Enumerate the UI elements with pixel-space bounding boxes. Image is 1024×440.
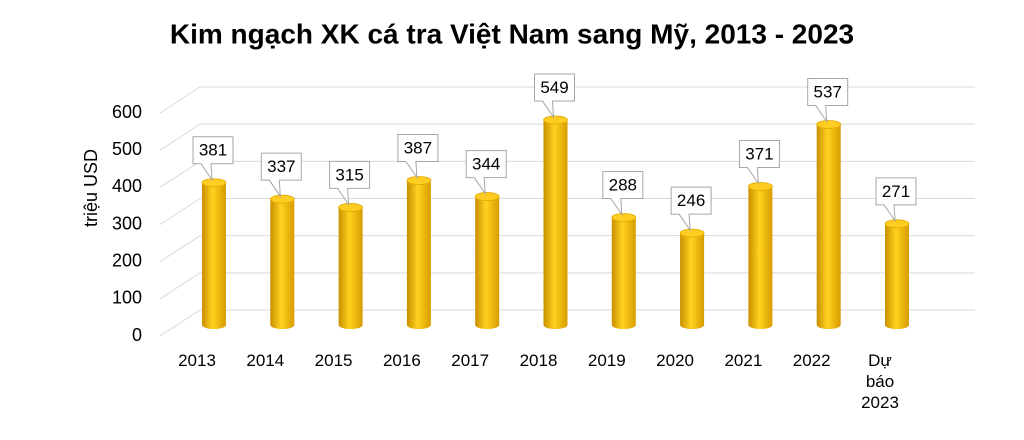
value-callout (534, 73, 575, 119)
y-axis-label: triệu USD (81, 149, 101, 227)
bar (611, 213, 637, 329)
grid-line (159, 86, 975, 114)
x-tick-label: 2022 (792, 351, 831, 370)
grid-line (159, 198, 975, 225)
bar (406, 176, 432, 329)
y-tick-label: 200 (112, 250, 142, 270)
grid-line (159, 123, 975, 151)
value-callout (738, 139, 780, 186)
value-label: 288 (609, 175, 637, 194)
x-tick-label: 2020 (656, 351, 694, 370)
value-label: 246 (677, 191, 705, 210)
x-tick-label: 2015 (314, 351, 353, 370)
value-callout (465, 150, 507, 196)
value-callout (260, 152, 302, 198)
value-label: 549 (540, 78, 568, 97)
value-callout (807, 78, 849, 124)
value-callout (397, 134, 439, 180)
x-tick-label: 2013 (178, 351, 216, 370)
bar (474, 192, 500, 329)
bar (748, 182, 773, 329)
value-callout (329, 160, 371, 207)
x-tick-label: 2014 (246, 351, 285, 370)
value-label: 271 (882, 182, 910, 201)
grid-line (159, 235, 975, 263)
bar (679, 228, 705, 329)
x-tick-label: 2016 (382, 351, 421, 370)
grid-line (159, 309, 975, 337)
value-callout (875, 177, 917, 223)
bar (884, 219, 910, 329)
value-label: 344 (472, 155, 500, 174)
bar (201, 178, 227, 329)
y-tick-label: 100 (112, 288, 142, 308)
grid-line (159, 272, 975, 300)
value-callout (670, 186, 712, 232)
x-tick-label: 2017 (451, 351, 490, 370)
value-label: 371 (745, 144, 773, 163)
value-label: 537 (814, 83, 842, 102)
value-label: 315 (335, 165, 363, 184)
value-label: 337 (267, 157, 295, 176)
y-tick-label: 0 (132, 325, 142, 345)
x-tick-label: 2021 (724, 351, 763, 370)
bar (269, 194, 295, 329)
value-callout (192, 136, 234, 182)
y-tick-label: 300 (112, 213, 142, 233)
value-callout (602, 170, 644, 217)
bar (543, 115, 568, 329)
value-label: 381 (199, 141, 227, 160)
x-tick-label: 2019 (587, 351, 626, 370)
bar (816, 120, 842, 330)
chart-title: Kim ngạch XK cá tra Việt Nam sang Mỹ, 20… (170, 18, 854, 49)
x-tick-label: 2018 (519, 351, 558, 370)
x-tick-label: Dự báo 2023 (861, 351, 899, 412)
y-tick-label: 600 (112, 102, 142, 122)
value-label: 387 (404, 139, 432, 158)
y-tick-label: 500 (112, 139, 142, 159)
bar (338, 202, 364, 329)
y-tick-label: 400 (112, 176, 142, 196)
